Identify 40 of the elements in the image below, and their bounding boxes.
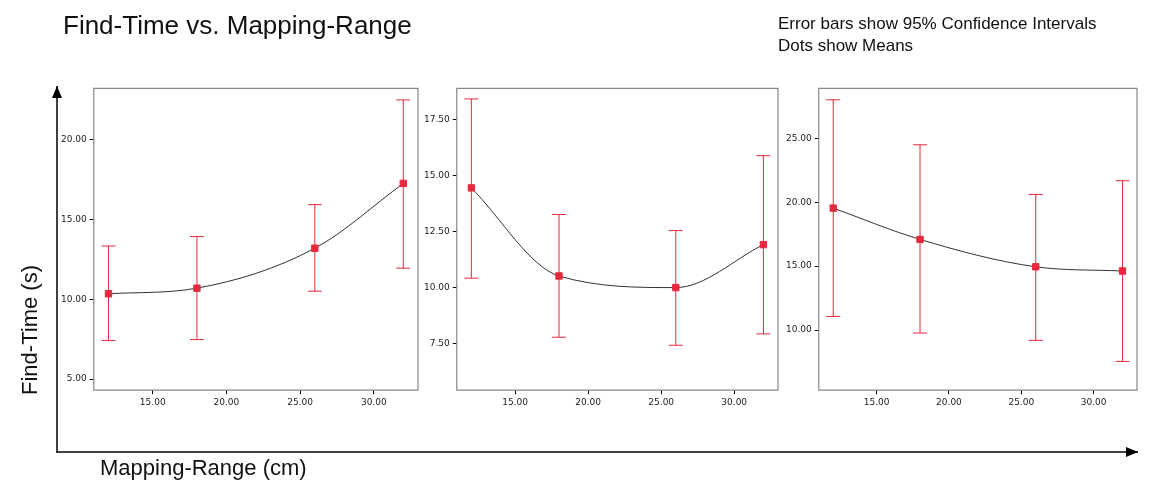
- point: [399, 179, 407, 188]
- y-tick-label: 10.00: [786, 324, 813, 335]
- y-tick-label: 15.00: [61, 213, 88, 224]
- x-tick-label: 15.00: [863, 396, 890, 407]
- chart-title: Find-Time vs. Mapping-Range: [63, 10, 412, 41]
- point: [467, 184, 476, 192]
- y-tick-label: 15.00: [786, 260, 813, 271]
- x-tick-label: 30.00: [360, 396, 387, 407]
- y-tick-label: 17.50: [424, 114, 451, 125]
- y-tick-label: 20.00: [61, 133, 88, 144]
- x-tick-label: 30.00: [721, 396, 748, 407]
- y-tick-label: 5.00: [66, 373, 88, 384]
- y-tick-label: 20.00: [786, 196, 813, 207]
- x-tick-label: 30.00: [1080, 396, 1107, 407]
- text: Dots show Means: [778, 36, 914, 56]
- point: [555, 272, 563, 280]
- x-tick-label: 20.00: [575, 396, 602, 407]
- x-tick-label: 20.00: [213, 396, 240, 407]
- point: [672, 283, 680, 292]
- x-axis-title: Mapping-Range (cm): [100, 455, 307, 481]
- x-tick-label: 25.00: [1008, 396, 1035, 407]
- point: [193, 284, 201, 292]
- y-tick-label: 10.00: [424, 281, 451, 292]
- point: [104, 290, 113, 298]
- x-tick-label: 20.00: [936, 396, 963, 407]
- y-tick-label: 25.00: [786, 132, 813, 143]
- y-axis-title: Find-Time (s): [17, 265, 43, 395]
- point: [311, 244, 319, 252]
- x-tick-label: 15.00: [502, 396, 529, 407]
- text: Error bars show 95% Confidence Intervals: [778, 14, 1097, 34]
- point: [1118, 267, 1127, 275]
- x-tick-label: 25.00: [648, 396, 675, 407]
- y-tick-label: 10.00: [61, 293, 88, 304]
- y-tick-label: 12.50: [424, 225, 451, 236]
- y-tick-label: 7.50: [429, 337, 451, 348]
- y-tick-label: 15.00: [424, 169, 451, 180]
- x-tick-label: 15.00: [139, 396, 166, 407]
- x-tick-label: 25.00: [287, 396, 314, 407]
- point: [1032, 263, 1040, 271]
- point: [829, 204, 837, 212]
